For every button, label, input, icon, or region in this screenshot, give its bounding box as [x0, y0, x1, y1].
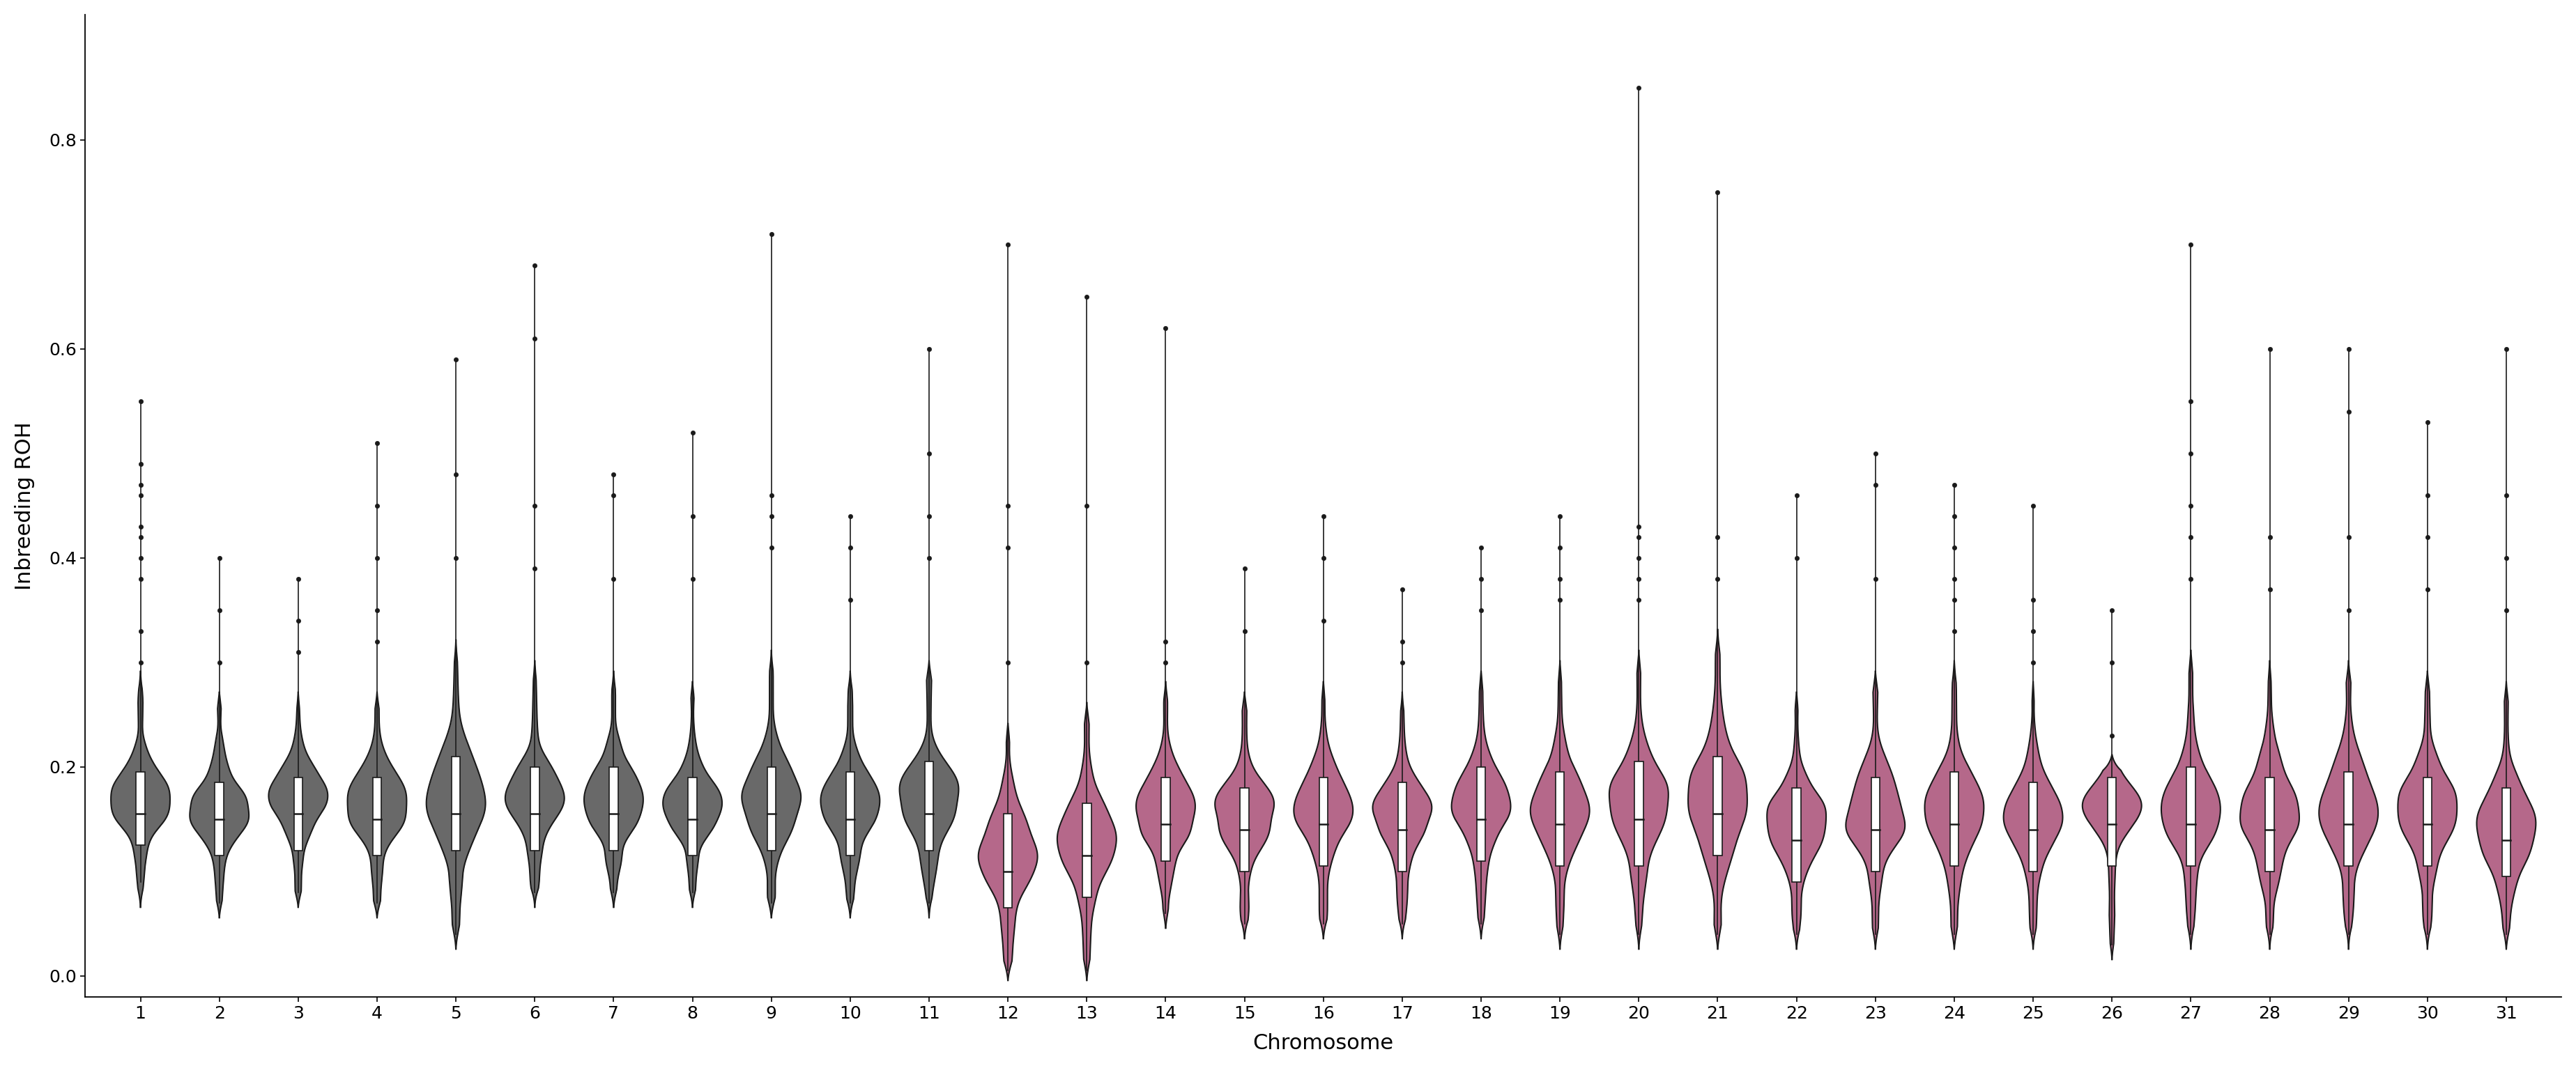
Bar	[925, 761, 933, 850]
Bar	[845, 772, 855, 855]
Bar	[768, 767, 775, 850]
Bar	[2344, 772, 2352, 866]
Bar	[2424, 778, 2432, 866]
Bar	[374, 778, 381, 855]
Bar	[1713, 756, 1721, 855]
X-axis label: Chromosome: Chromosome	[1252, 1033, 1394, 1053]
Y-axis label: Inbreeding ROH: Inbreeding ROH	[15, 422, 33, 590]
Bar	[1476, 767, 1486, 861]
Bar	[1399, 783, 1406, 871]
Bar	[1793, 788, 1801, 882]
Bar	[1239, 788, 1249, 871]
Bar	[451, 756, 461, 850]
Bar	[1082, 803, 1092, 897]
Bar	[1005, 814, 1012, 908]
Bar	[611, 767, 618, 850]
Bar	[2107, 778, 2117, 866]
Bar	[1950, 772, 1958, 866]
Bar	[1870, 778, 1880, 871]
Bar	[2030, 783, 2038, 871]
Bar	[1319, 778, 1327, 866]
Bar	[531, 767, 538, 850]
Bar	[214, 783, 224, 855]
Bar	[294, 778, 301, 850]
Bar	[2187, 767, 2195, 866]
Bar	[1162, 778, 1170, 861]
Bar	[1556, 772, 1564, 866]
Bar	[137, 772, 144, 845]
Bar	[2501, 788, 2512, 877]
Bar	[688, 778, 698, 855]
Bar	[2264, 778, 2275, 871]
Bar	[1636, 761, 1643, 866]
